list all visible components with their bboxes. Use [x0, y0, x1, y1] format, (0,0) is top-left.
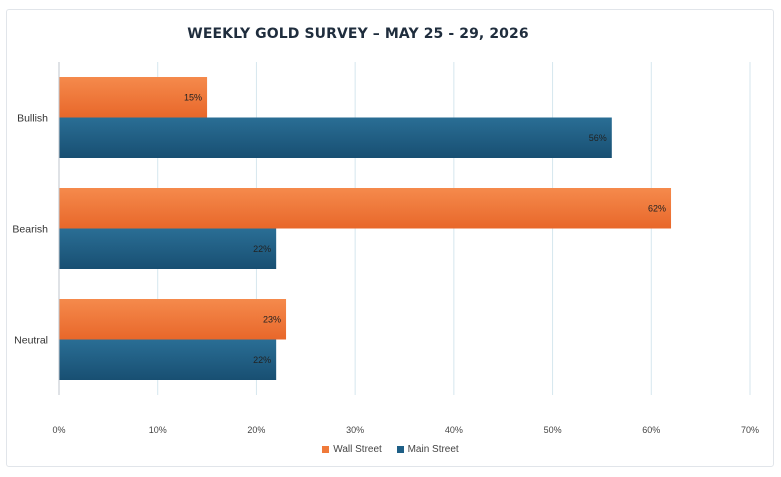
legend-swatch-main-street [396, 446, 404, 453]
chart-title: WEEKLY GOLD SURVEY – MAY 25 - 29, 2026 [187, 26, 529, 42]
data-label-bullish-wall-street: 15% [184, 92, 202, 102]
data-label-bearish-main-street: 22% [253, 244, 271, 254]
legend-label-main-street: Main Street [407, 444, 459, 455]
bar-bearish-wall-street [59, 188, 672, 229]
axes: 0% 10% 20% 30% 40% 50% 60% 70% Bullish Bearish Neu… [12, 62, 759, 435]
x-tick-label-20: 20% [247, 425, 265, 435]
data-label-bullish-main-street: 56% [589, 133, 607, 143]
legend-swatch-wall-street [322, 446, 330, 453]
bar-bullish-main-street [59, 117, 612, 158]
bar-bullish-wall-street [59, 77, 208, 118]
x-tick-label-10: 10% [149, 425, 167, 435]
y-category-label-bullish: Bullish [17, 113, 48, 125]
x-tick-label-50: 50% [544, 425, 562, 435]
bars [59, 77, 672, 380]
bar-bearish-main-street [59, 228, 277, 269]
y-category-label-bearish: Bearish [12, 224, 48, 236]
x-tick-label-60: 60% [642, 425, 660, 435]
x-tick-label-0: 0% [52, 425, 65, 435]
data-labels: 15% 56% 62% 22% 23% 22% [184, 92, 666, 365]
legend-label-wall-street: Wall Street [333, 444, 382, 455]
data-label-bearish-wall-street: 62% [648, 203, 666, 213]
x-tick-label-40: 40% [445, 425, 463, 435]
y-category-label-neutral: Neutral [14, 335, 48, 347]
x-tick-label-30: 30% [346, 425, 364, 435]
bar-neutral-main-street [59, 339, 277, 380]
legend-item-main-street: Main Street [396, 444, 459, 455]
data-label-neutral-wall-street: 23% [263, 314, 281, 324]
bar-neutral-wall-street [59, 299, 287, 340]
data-label-neutral-main-street: 22% [253, 355, 271, 365]
x-tick-label-70: 70% [741, 425, 759, 435]
legend: Wall Street Main Street [0, 444, 781, 456]
legend-item-wall-street: Wall Street [322, 444, 382, 455]
